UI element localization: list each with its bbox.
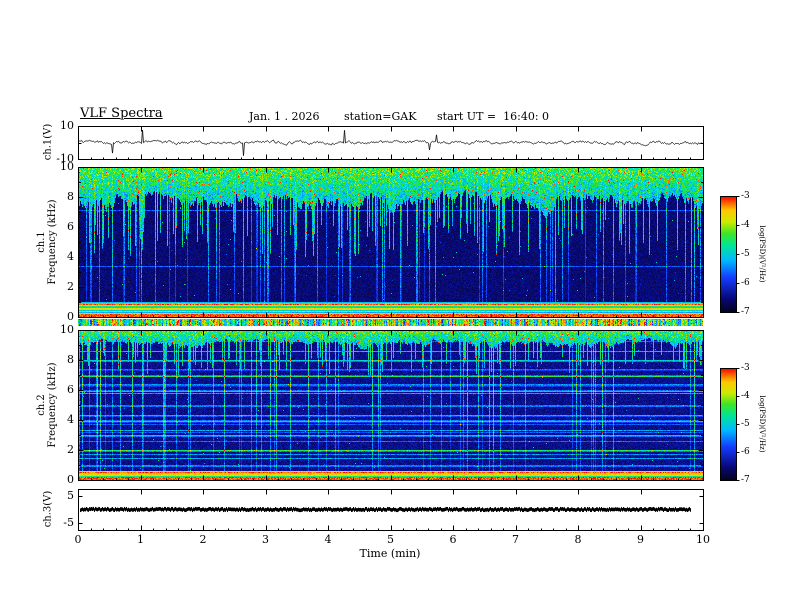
x-tick-label: 6 — [449, 533, 457, 546]
colorbar-tick-label: -6 — [741, 447, 750, 457]
y-tick-label: 10 — [60, 160, 74, 173]
y-tick-label: 10 — [60, 323, 74, 336]
y-tick-label: 0 — [67, 310, 74, 323]
y-tick-label: 2 — [67, 443, 74, 456]
colorbar-tick-label: -7 — [741, 475, 750, 485]
x-tick-label: 0 — [74, 533, 82, 546]
y-tick-label: 6 — [67, 220, 74, 233]
colorbar-tick-label: -5 — [741, 419, 750, 429]
ch2-colorbar-canvas — [720, 368, 736, 480]
y-tick-label: 2 — [67, 280, 74, 293]
figure-title: VLF Spectra — [80, 106, 163, 121]
y-tick-label: 10 — [60, 119, 74, 132]
y-tick-label: 6 — [67, 383, 74, 396]
x-tick-label: 1 — [137, 533, 144, 546]
x-tick-label: 3 — [262, 533, 269, 546]
x-tick-label: 8 — [574, 533, 582, 546]
y-tick-label: 8 — [67, 190, 74, 203]
x-tick-label: 2 — [199, 533, 207, 546]
start-ut-label: start UT = 16:40: 0 — [437, 110, 550, 123]
ch1-colorbar-label: log(PSD)(V²/Hz) — [758, 225, 766, 283]
y-tick-label: 0 — [67, 473, 74, 486]
ch3-waveform-canvas — [78, 489, 703, 530]
x-tick-label: 5 — [387, 533, 394, 546]
colorbar-tick-label: -7 — [741, 307, 750, 317]
y-tick-label: 4 — [67, 413, 74, 426]
inter-panel-strip-canvas — [78, 319, 703, 326]
x-tick-label: 4 — [324, 533, 332, 546]
y-tick-label: -10 — [56, 152, 74, 165]
y-tick-label: 8 — [67, 353, 74, 366]
ch1-waveform-canvas — [78, 126, 703, 159]
x-tick-label: 10 — [696, 533, 710, 546]
date-label: Jan. 1 . 2026 — [249, 110, 320, 123]
ch1-spec-ylabel-freq: Frequency (kHz) — [47, 199, 58, 285]
ch2-spec-ylabel: ch.2 Frequency (kHz) — [36, 362, 58, 447]
ch2-spectrogram-canvas — [78, 330, 703, 480]
y-tick-label: 4 — [67, 250, 74, 263]
x-tick-label: 9 — [637, 533, 644, 546]
ch2-spec-ylabel-ch: ch.2 — [36, 394, 47, 416]
colorbar-tick-label: -3 — [741, 191, 750, 201]
ch2-spec-ylabel-freq: Frequency (kHz) — [47, 362, 58, 448]
y-tick-label: -5 — [63, 516, 74, 530]
y-tick-label: 5 — [67, 488, 74, 502]
colorbar-tick-label: -5 — [741, 249, 750, 259]
colorbar-tick-label: -6 — [741, 278, 750, 288]
colorbar-tick-label: -4 — [741, 220, 750, 230]
colorbar-tick-label: -4 — [741, 391, 750, 401]
ch1-spec-ylabel: ch.1 Frequency (kHz) — [36, 199, 58, 284]
colorbar-tick-label: -3 — [741, 363, 750, 373]
x-tick-label: 7 — [512, 533, 519, 546]
ch1-spectrogram-canvas — [78, 167, 703, 317]
x-axis-title: Time (min) — [359, 547, 421, 560]
ch1-colorbar-canvas — [720, 196, 736, 312]
ch1-spec-ylabel-ch: ch.1 — [36, 231, 47, 253]
ch2-colorbar-label: log(PSD)(V²/Hz) — [758, 395, 766, 453]
station-label: station=GAK — [344, 110, 417, 123]
